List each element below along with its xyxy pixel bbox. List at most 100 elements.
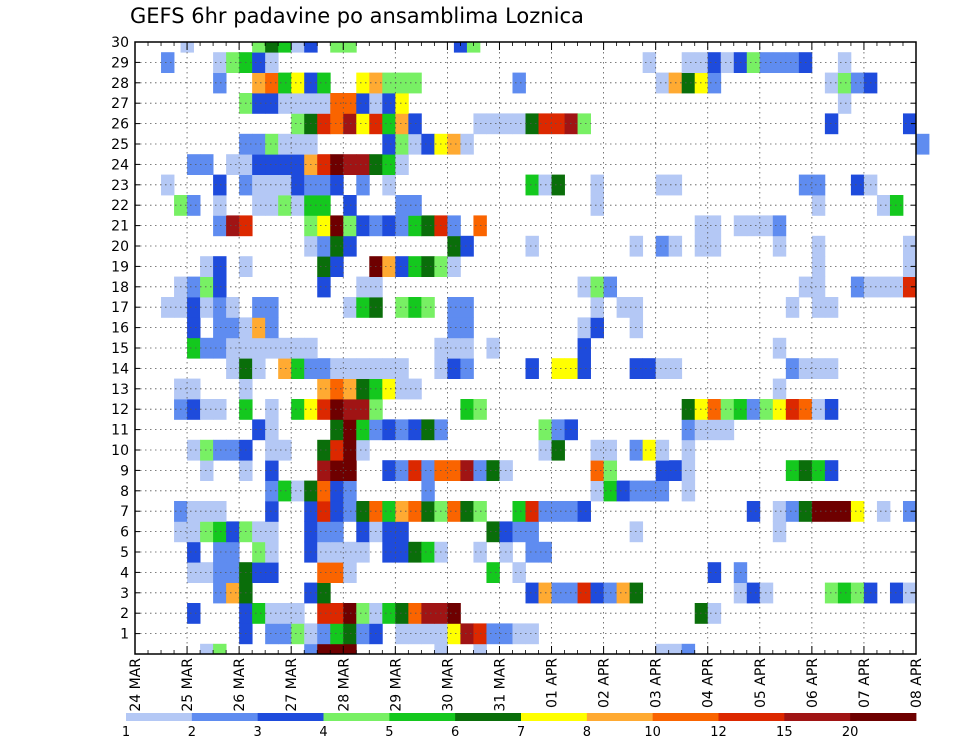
heatmap-cell xyxy=(343,358,357,379)
heatmap-cell xyxy=(265,501,279,522)
heatmap-cell xyxy=(356,439,370,461)
y-tick-label: 24 xyxy=(111,157,129,173)
heatmap-cell xyxy=(343,235,357,257)
heatmap-cell xyxy=(460,337,474,359)
y-tick-label: 1 xyxy=(120,627,129,643)
heatmap-cell xyxy=(876,501,891,522)
heatmap-cell xyxy=(421,623,435,645)
heatmap-cell xyxy=(577,358,591,379)
heatmap-cell xyxy=(213,195,227,216)
heatmap-cell xyxy=(200,562,214,583)
heatmap-cell xyxy=(395,521,409,543)
heatmap-cell xyxy=(811,256,826,277)
heatmap-cell xyxy=(421,501,435,522)
heatmap-cell xyxy=(785,297,800,318)
plot-grid xyxy=(135,41,916,654)
heatmap-cell xyxy=(343,541,357,563)
heatmap-cell xyxy=(590,174,604,196)
heatmap-cell xyxy=(395,93,409,114)
heatmap-cell xyxy=(460,501,474,522)
heatmap-cell xyxy=(460,297,474,318)
heatmap-cell xyxy=(512,623,526,645)
heatmap-cell xyxy=(759,582,774,604)
heatmap-cell xyxy=(382,541,396,563)
heatmap-cell xyxy=(226,439,240,461)
heatmap-cell xyxy=(343,93,357,114)
heatmap-cell xyxy=(330,460,344,481)
heatmap-cell xyxy=(317,582,331,604)
heatmap-cell xyxy=(278,174,292,196)
heatmap-cell xyxy=(226,541,240,563)
y-tick-label: 23 xyxy=(111,178,129,194)
heatmap-cell xyxy=(395,154,409,175)
colorbar-swatch xyxy=(455,713,522,721)
colorbar-swatch xyxy=(850,713,917,721)
heatmap-cell xyxy=(252,521,266,543)
heatmap-cell xyxy=(278,623,292,645)
heatmap-cell xyxy=(453,42,468,53)
heatmap-cell xyxy=(512,521,526,543)
heatmap-cell xyxy=(551,439,565,461)
heatmap-cell xyxy=(473,643,487,655)
heatmap-cell xyxy=(590,195,604,216)
heatmap-cell xyxy=(382,93,396,114)
heatmap-cell xyxy=(551,358,565,379)
heatmap-cell xyxy=(213,297,227,318)
heatmap-cell xyxy=(343,154,357,175)
y-tick-label: 5 xyxy=(120,545,129,561)
heatmap-cell xyxy=(421,419,435,441)
heatmap-cell xyxy=(460,317,474,339)
heatmap-cell xyxy=(395,501,409,522)
heatmap-cell xyxy=(772,378,787,400)
heatmap-cell xyxy=(226,582,240,604)
heatmap-cell xyxy=(447,337,461,359)
heatmap-cell xyxy=(850,501,865,522)
heatmap-cell xyxy=(356,603,370,624)
heatmap-cell xyxy=(655,358,670,379)
heatmap-cell xyxy=(889,582,904,604)
heatmap-cell xyxy=(330,256,344,277)
heatmap-cell xyxy=(382,154,396,175)
heatmap-cell xyxy=(681,399,696,420)
heatmap-cell xyxy=(824,297,839,318)
heatmap-cell xyxy=(291,399,305,420)
heatmap-cell xyxy=(330,215,344,237)
colorbar-swatch xyxy=(652,713,719,721)
heatmap-cell xyxy=(811,276,826,298)
heatmap-cell xyxy=(668,643,683,655)
heatmap-cell xyxy=(707,235,722,257)
heatmap-cell xyxy=(811,460,826,481)
heatmap-cell xyxy=(525,113,539,135)
heatmap-cell xyxy=(265,521,279,543)
heatmap-cell xyxy=(395,623,409,645)
heatmap-cell xyxy=(226,521,240,543)
y-tick-label: 29 xyxy=(111,55,129,71)
heatmap-cell xyxy=(213,276,227,298)
heatmap-cell xyxy=(486,337,500,359)
heatmap-cell xyxy=(330,378,344,400)
heatmap-cell xyxy=(772,337,787,359)
heatmap-cell xyxy=(720,399,735,420)
heatmap-cell xyxy=(746,501,761,522)
heatmap-cell xyxy=(590,582,604,604)
colorbar-swatch xyxy=(718,713,785,721)
heatmap-cell xyxy=(785,52,800,73)
heatmap-cell xyxy=(655,235,670,257)
heatmap-cell xyxy=(681,480,696,502)
heatmap-cell xyxy=(330,399,344,420)
heatmap-cell xyxy=(265,154,279,175)
heatmap-cell xyxy=(889,195,904,216)
heatmap-cell xyxy=(161,174,175,196)
heatmap-cell xyxy=(343,297,357,318)
heatmap-cell xyxy=(837,52,852,73)
heatmap-cell xyxy=(252,154,266,175)
heatmap-cell xyxy=(161,52,175,73)
heatmap-cell xyxy=(356,297,370,318)
heatmap-cell xyxy=(447,215,461,237)
heatmap-cell xyxy=(278,337,292,359)
heatmap-cell xyxy=(824,358,839,379)
heatmap-cell xyxy=(759,399,774,420)
heatmap-cell xyxy=(200,154,214,175)
heatmap-cell xyxy=(213,501,227,522)
heatmap-cell xyxy=(655,72,670,94)
